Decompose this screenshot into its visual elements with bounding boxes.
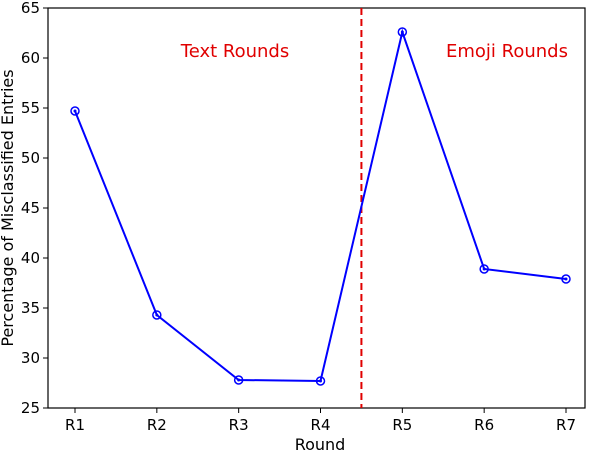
data-point-r4 (315, 376, 326, 386)
y-axis-title: Percentage of Misclassified Entries (0, 69, 17, 346)
data-point-r5 (397, 27, 408, 37)
x-tick-label: R1 (65, 416, 85, 434)
x-tick-label: R6 (474, 416, 494, 434)
data-point-center (564, 277, 568, 281)
data-point-r3 (233, 375, 244, 385)
x-tick-label: R3 (229, 416, 249, 434)
data-point-center (237, 378, 241, 382)
x-axis-title: Round (295, 435, 346, 452)
x-tick-label: R4 (311, 416, 331, 434)
data-point-r2 (152, 310, 162, 320)
data-markers (70, 27, 571, 386)
data-point-r7 (561, 274, 571, 284)
data-point-center (400, 30, 404, 34)
x-axis: R1 R2 R3 R4 R5 R6 R7 (65, 408, 576, 434)
y-tick-label: 35 (21, 299, 40, 317)
x-tick-label: R2 (147, 416, 167, 434)
y-tick-label: 50 (21, 149, 40, 167)
data-point-center (319, 379, 322, 383)
y-tick-label: 65 (21, 0, 40, 17)
y-tick-label: 25 (21, 399, 40, 417)
annotation-emoji-rounds: Emoji Rounds (446, 41, 568, 62)
x-tick-label: R5 (392, 416, 412, 434)
y-axis: 25 30 35 40 45 50 55 60 65 (21, 0, 48, 417)
x-tick-label: R7 (556, 416, 576, 434)
data-point-center (155, 313, 159, 317)
y-tick-label: 40 (21, 249, 40, 267)
y-tick-label: 55 (21, 99, 40, 117)
data-point-r6 (479, 264, 489, 274)
plot-frame (47, 7, 586, 409)
series-line (74, 28, 567, 383)
data-point-center (482, 267, 486, 271)
annotation-text-rounds: Text Rounds (180, 41, 289, 62)
data-point-center (73, 109, 77, 113)
y-tick-label: 45 (21, 199, 40, 217)
y-tick-label: 60 (21, 49, 40, 67)
y-tick-label: 30 (21, 349, 40, 367)
data-point-r1 (70, 106, 80, 116)
